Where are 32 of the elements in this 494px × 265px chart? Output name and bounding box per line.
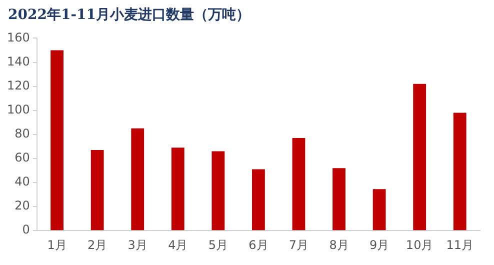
y-tick-label: 80 — [14, 126, 30, 141]
x-tick-label: 9月 — [369, 238, 390, 252]
bar — [90, 150, 104, 230]
y-tick-label: 140 — [7, 54, 30, 68]
x-tick-label: 6月 — [248, 238, 268, 252]
x-tick-label: 5月 — [208, 238, 228, 252]
bar — [372, 189, 386, 230]
bar — [212, 151, 225, 230]
y-tick-label: 20 — [14, 198, 30, 213]
chart-title: 2022年1-11月小麦进口数量（万吨） — [8, 6, 250, 24]
y-tick-label: 0 — [22, 222, 30, 237]
bar — [292, 138, 306, 230]
x-tick-label: 7月 — [288, 238, 309, 252]
y-tick-label: 120 — [7, 78, 30, 92]
bar — [131, 128, 144, 230]
bar — [171, 148, 184, 230]
x-tick-label: 10月 — [406, 238, 434, 252]
x-tick-label: 11月 — [446, 238, 474, 252]
y-tick-label: 40 — [14, 174, 30, 189]
bar — [453, 112, 466, 230]
bar — [332, 168, 346, 230]
y-tick-label: 100 — [7, 102, 30, 116]
y-tick-label: 160 — [7, 30, 30, 44]
x-tick-label: 1月 — [47, 238, 67, 252]
x-tick-label: 3月 — [128, 238, 148, 252]
bar — [252, 169, 265, 230]
x-tick-label: 2月 — [88, 238, 108, 252]
bar — [413, 84, 426, 230]
x-tick-label: 8月 — [329, 238, 349, 252]
bar — [50, 50, 64, 230]
y-tick-label: 60 — [14, 150, 30, 165]
x-tick-label: 4月 — [168, 238, 188, 252]
